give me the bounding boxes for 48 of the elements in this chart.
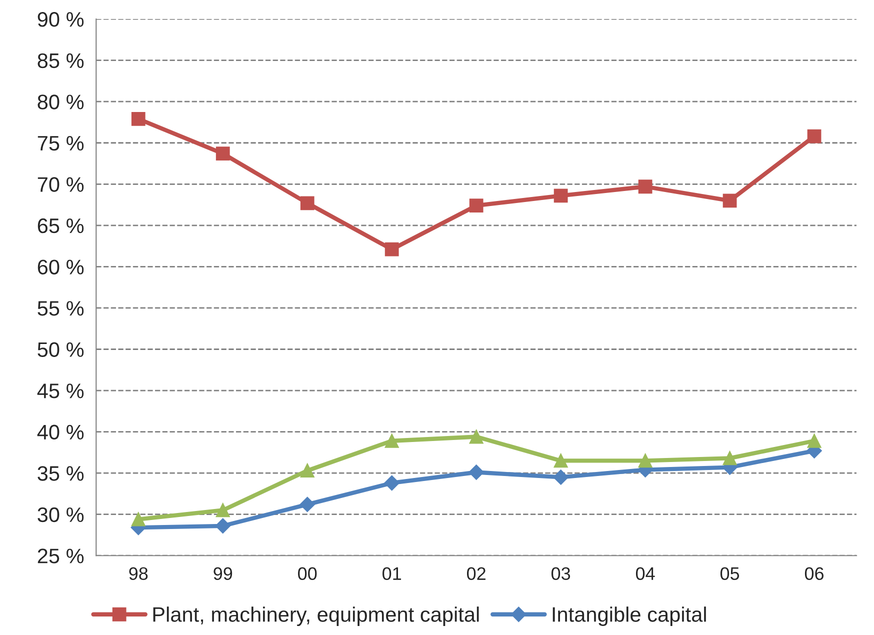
point: [638, 180, 652, 194]
point: [384, 434, 399, 448]
point: [300, 196, 314, 210]
point: [638, 454, 652, 468]
point: [300, 496, 315, 512]
point: [384, 242, 399, 256]
x-tick-label: 06: [804, 567, 824, 580]
point: [131, 512, 146, 526]
x-tick-label: 99: [214, 567, 232, 580]
point: [554, 454, 568, 468]
point: [469, 198, 484, 213]
point: [554, 188, 568, 203]
y-tick-label: 70 %: [38, 177, 84, 192]
point: [807, 434, 822, 448]
y-tick-label: 55 %: [38, 301, 84, 316]
x-tick-label: 98: [129, 567, 148, 580]
point: [468, 464, 484, 480]
x-tick-label: 03: [551, 567, 570, 580]
y-tick-label: 25 %: [38, 548, 84, 564]
y-tick-label: 85 %: [38, 53, 84, 68]
point: [722, 451, 737, 466]
y-tick-label: 50 %: [38, 342, 84, 358]
x-tick-label: 01: [382, 567, 402, 580]
y-tick-label: 45 %: [37, 384, 84, 398]
y-tick-label: 90 %: [38, 12, 84, 27]
x-tick-label: 04: [636, 567, 655, 580]
point: [216, 503, 230, 518]
y-tick-label: 35 %: [38, 466, 84, 481]
point: [131, 112, 146, 126]
point: [722, 194, 737, 208]
point: [215, 518, 230, 534]
point: [553, 470, 568, 485]
point: [384, 475, 400, 491]
y-tick-label: 75 %: [38, 136, 84, 151]
x-tick-label: 02: [466, 567, 486, 580]
point: [300, 464, 314, 478]
point: [807, 129, 822, 144]
x-tick-label: 05: [720, 567, 740, 580]
y-tick-label: 30 %: [38, 507, 84, 522]
point: [469, 430, 484, 444]
legend-label: Plant, machinery, equipment capital: [153, 606, 479, 626]
legend-label: Intangible capital: [552, 606, 706, 626]
y-tick-label: 60 %: [38, 260, 84, 274]
y-tick-label: 80 %: [38, 94, 84, 110]
y-tick-label: 40 %: [37, 424, 84, 440]
y-tick-label: 65 %: [38, 218, 84, 234]
point: [216, 146, 230, 161]
x-tick-label: 00: [298, 567, 317, 580]
